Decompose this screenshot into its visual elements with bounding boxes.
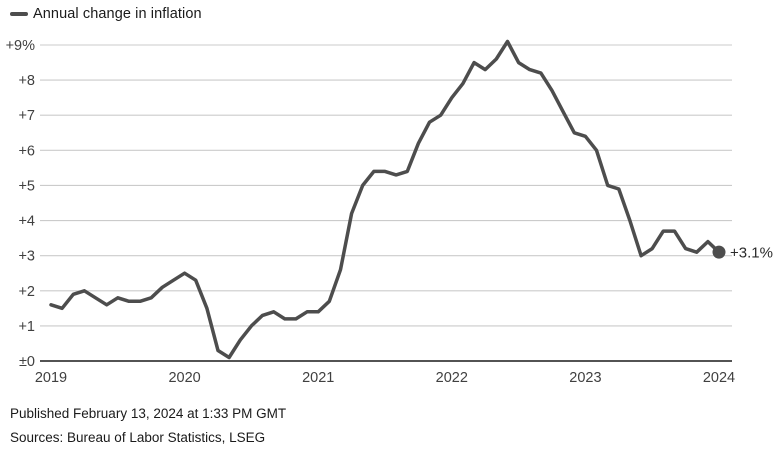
y-tick-label: +7	[18, 108, 35, 124]
y-tick-label: +9%	[6, 38, 36, 54]
y-tick-label: +1	[18, 319, 35, 335]
inflation-line-chart: ±0 +1 +2 +3 +4 +5 +6 +7 +8 +9% 2019 2020 2021 2022 202…	[6, 38, 773, 386]
chart-footer: Published February 13, 2024 at 1:33 PM G…	[10, 402, 286, 450]
x-tick-label: 2022	[436, 370, 468, 386]
y-tick-label: +5	[18, 178, 35, 194]
y-tick-label: +2	[18, 284, 35, 300]
x-tick-label: 2021	[302, 370, 334, 386]
y-tick-label: ±0	[19, 354, 35, 370]
y-tick-label: +3	[18, 249, 35, 265]
x-tick-label: 2020	[168, 370, 200, 386]
x-tick-label: 2019	[35, 370, 67, 386]
x-tick-label: 2024	[703, 370, 735, 386]
end-point-label: +3.1%	[730, 245, 773, 262]
legend-label: Annual change in inflation	[33, 6, 202, 22]
published-timestamp: Published February 13, 2024 at 1:33 PM G…	[10, 406, 287, 421]
y-tick-label: +4	[18, 214, 35, 230]
inflation-line	[49, 39, 721, 360]
line-series-swatch-icon	[10, 12, 28, 16]
x-tick-label: 2023	[569, 370, 601, 386]
sources-line: Sources: Bureau of Labor Statistics, LSE…	[10, 430, 266, 445]
y-tick-label: +6	[18, 143, 35, 159]
end-point-dot	[712, 245, 726, 259]
legend: Annual change in inflation	[10, 6, 202, 22]
y-tick-label: +8	[18, 73, 35, 89]
